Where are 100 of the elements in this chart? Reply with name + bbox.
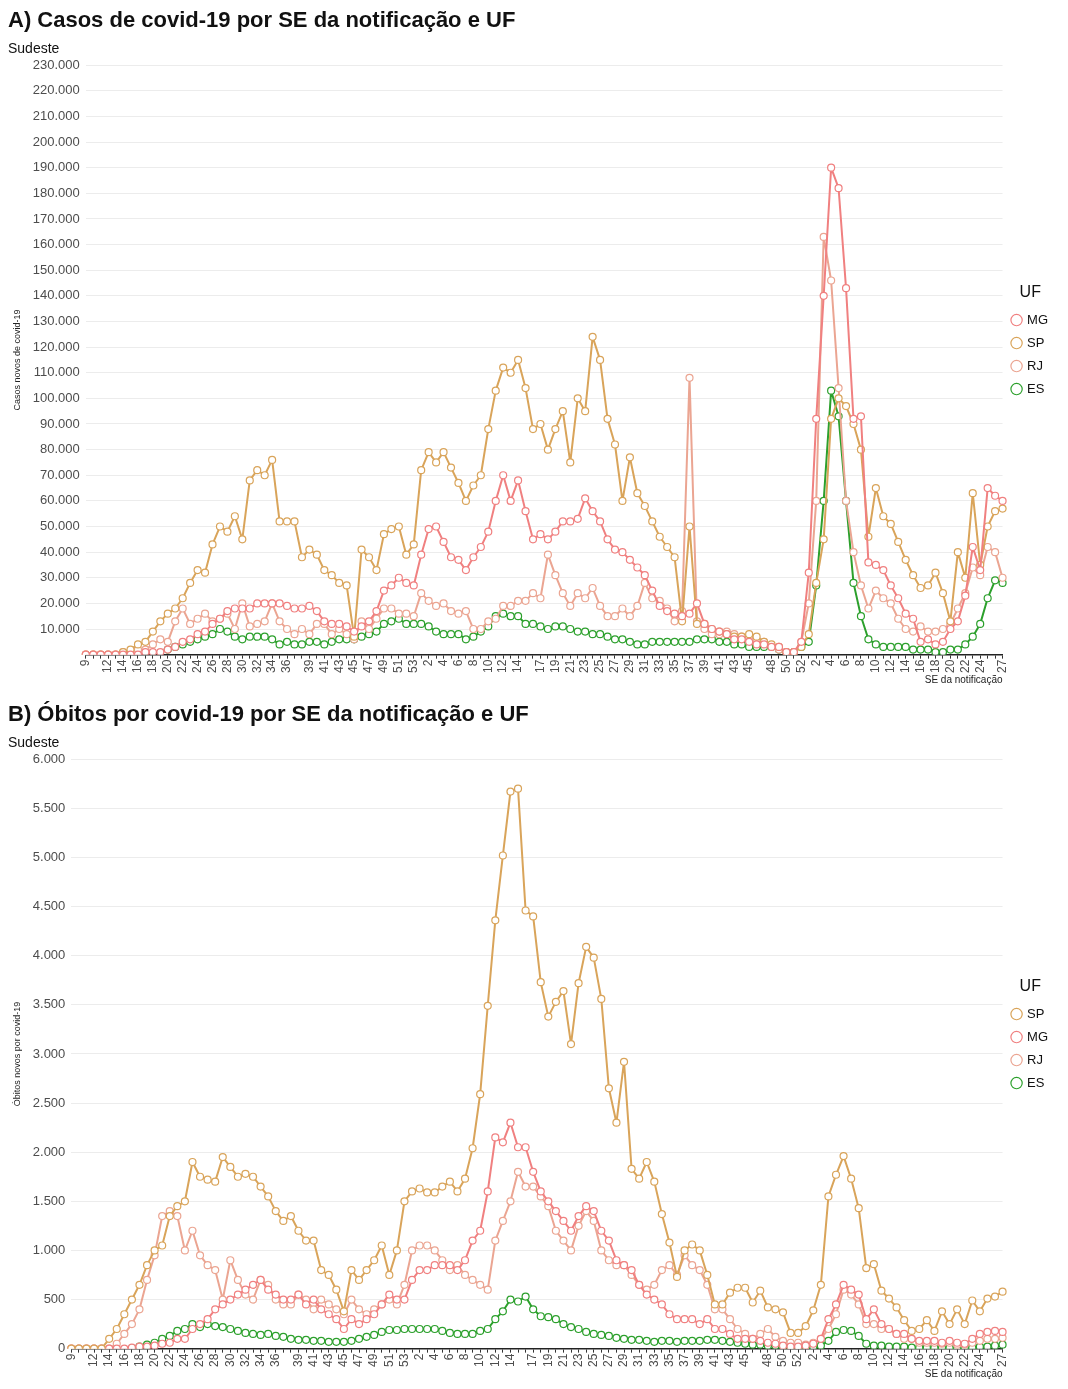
x-tick-label: 4 (435, 659, 450, 667)
x-tick-label: 28 (219, 659, 234, 674)
x-tick-label: 18 (131, 1353, 146, 1368)
x-tick-label: 16 (130, 659, 145, 674)
x-tick-label: 12 (495, 659, 510, 674)
x-tick-label: 47 (361, 659, 376, 674)
y-tick-label: 90.000 (40, 415, 80, 431)
x-tick-label: 20 (941, 1353, 956, 1368)
x-tick-label: 4 (427, 1353, 442, 1361)
x-tick-label: 14 (896, 1353, 911, 1368)
y-tick-label: 4.000 (32, 947, 66, 963)
y-tick-label: 40.000 (40, 543, 80, 559)
x-tick-label: 27 (601, 1353, 616, 1368)
x-tick-label: 2 (805, 1353, 820, 1361)
y-tick-label: 190.000 (32, 159, 80, 175)
y-tick-label: 2.500 (32, 1094, 66, 1110)
x-tick-label: 2 (808, 659, 823, 667)
x-tick-label: 29 (616, 1353, 631, 1368)
x-tick-label: 36 (268, 1353, 283, 1368)
y-tick-label: 5.000 (32, 849, 66, 865)
x-tick-label: 43 (321, 1353, 336, 1368)
x-tick-label: 45 (737, 1353, 752, 1368)
x-tick-label: 53 (406, 659, 421, 674)
x-tick-label: 20 (942, 659, 957, 674)
x-tick-label: 2 (411, 1353, 426, 1361)
x-tick-label: 18 (145, 659, 160, 674)
x-tick-label: 26 (204, 659, 219, 674)
x-tick-label: 6 (442, 1353, 457, 1361)
x-tick-label: 10 (866, 1353, 881, 1368)
x-tick-label: 14 (502, 1353, 517, 1368)
x-tick-label: 12 (487, 1353, 502, 1368)
x-tick-label: 24 (177, 1353, 192, 1368)
x-tick-label: 22 (957, 659, 972, 674)
y-tick-label: 80.000 (40, 441, 80, 457)
x-tick-label: 48 (763, 659, 778, 674)
x-tick-label: 21 (562, 659, 577, 674)
x-tick-label: 48 (760, 1353, 775, 1368)
y-tick-label: 500 (43, 1291, 66, 1307)
legend-label: SP (1027, 1005, 1045, 1021)
y-tick-label: 20.000 (40, 594, 80, 610)
x-tick-label: 30 (234, 659, 249, 674)
y-tick-label: 3.500 (32, 996, 66, 1012)
legend-label: RJ (1027, 1051, 1043, 1067)
y-tick-label: 1.500 (32, 1192, 66, 1208)
x-tick-label: 12 (100, 659, 115, 674)
legend-label: MG (1027, 1028, 1049, 1044)
x-tick-label: 24 (189, 659, 204, 674)
x-tick-label: 37 (681, 659, 696, 674)
x-tick-label: 20 (160, 659, 175, 674)
x-tick-label: 50 (778, 659, 793, 674)
x-tick-label: 37 (676, 1353, 691, 1368)
x-tick-label: 8 (851, 1353, 866, 1361)
x-tick-label: 43 (331, 659, 346, 674)
x-tick-label: 22 (175, 659, 189, 674)
x-tick-label: 32 (249, 659, 264, 674)
x-tick-label: 25 (586, 1353, 601, 1368)
x-tick-label: 2 (420, 659, 435, 667)
y-tick-label: 140.000 (32, 287, 80, 303)
x-tick-label: 39 (290, 1353, 305, 1368)
x-tick-label: 16 (912, 659, 927, 674)
x-tick-label: 14 (897, 659, 912, 674)
x-tick-label: 12 (883, 659, 898, 674)
y-tick-label: 100.000 (32, 389, 80, 405)
x-tick-label: 10 (472, 1353, 487, 1368)
x-tick-label: 32 (237, 1353, 252, 1368)
legend-label: RJ (1027, 357, 1043, 373)
x-tick-label: 14 (510, 659, 525, 674)
y-tick-label: 2.000 (32, 1143, 66, 1159)
x-tick-label: 52 (790, 1353, 805, 1368)
y-tick-label: 130.000 (32, 313, 80, 329)
x-tick-label: 33 (646, 1353, 661, 1368)
y-tick-label: 50.000 (40, 518, 80, 534)
y-tick-label: 150.000 (32, 261, 80, 277)
x-tick-label: 51 (391, 659, 406, 674)
x-tick-label: 12 (86, 1353, 101, 1368)
x-tick-label: 23 (577, 659, 592, 674)
x-tick-label: 45 (336, 1353, 351, 1368)
legend-label: MG (1027, 311, 1049, 327)
x-tick-label: 39 (301, 659, 316, 674)
y-tick-label: 180.000 (32, 184, 80, 200)
x-tick-label: 51 (381, 1353, 396, 1368)
x-tick-label: 19 (547, 659, 562, 674)
x-tick-label: 10 (868, 659, 883, 674)
x-tick-label: 41 (707, 1353, 722, 1368)
x-tick-label: 39 (696, 659, 711, 674)
legend-label: ES (1027, 1074, 1045, 1090)
x-tick-label: 30 (222, 1353, 237, 1368)
y-tick-label: 70.000 (40, 466, 80, 482)
y-tick-label: 110.000 (33, 364, 80, 380)
y-tick-label: 210.000 (32, 108, 80, 124)
y-tick-label: 6.000 (32, 750, 66, 766)
x-tick-label: 26 (192, 1353, 207, 1368)
x-axis-title: SE da notificação (924, 1367, 1003, 1379)
x-tick-label: 9 (63, 1353, 78, 1361)
y-tick-label: 160.000 (32, 236, 80, 252)
x-tick-label: 14 (101, 1353, 116, 1368)
legend-title: UF (1019, 976, 1042, 994)
x-tick-label: 17 (532, 659, 547, 674)
y-tick-label: 120.000 (32, 338, 80, 354)
x-tick-label: 41 (711, 659, 726, 674)
